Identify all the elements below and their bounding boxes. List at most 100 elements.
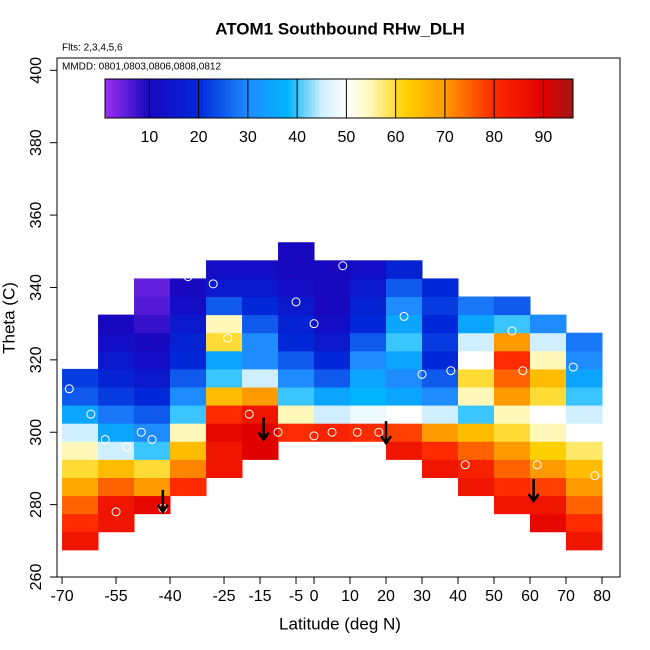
heatmap-cell: [206, 260, 243, 279]
heatmap-cell: [242, 350, 279, 370]
heatmap-cell: [494, 423, 531, 442]
heatmap-cell: [422, 278, 459, 298]
colorbar-swatch: [491, 79, 496, 118]
heatmap-cell: [566, 405, 603, 424]
heatmap-cell: [530, 513, 567, 533]
colorbar-swatch: [190, 79, 196, 118]
heatmap-cell: [278, 368, 315, 388]
colorbar-swatch: [147, 79, 153, 118]
y-tick-label: 400: [28, 57, 45, 84]
colorbar-swatch: [186, 79, 192, 118]
x-tick-label: 40: [449, 588, 467, 605]
heatmap-cell: [530, 405, 567, 424]
x-axis-label: Latitude (deg N): [279, 614, 401, 633]
heatmap-cell: [314, 278, 351, 298]
heatmap-cell: [242, 405, 279, 424]
colorbar-swatch: [510, 79, 515, 118]
heatmap-cell: [242, 260, 279, 279]
heatmap-cell: [422, 368, 459, 388]
heatmap-cell: [422, 405, 459, 424]
heatmap-cell: [206, 278, 243, 298]
heatmap-cell: [98, 477, 135, 497]
colorbar-swatch: [479, 79, 484, 118]
heatmap-cell: [350, 278, 387, 298]
colorbar-swatch: [413, 79, 418, 118]
colorbar-swatch: [303, 79, 309, 118]
colorbar-swatch: [565, 79, 570, 118]
flight-point: [208, 279, 218, 289]
flight-point: [309, 431, 319, 441]
heatmap-cell: [458, 441, 495, 460]
arrow: [527, 478, 540, 504]
flight-point: [122, 442, 132, 452]
colorbar-swatch: [140, 79, 145, 118]
colorbar-swatch: [389, 79, 395, 118]
colorbar-swatch: [514, 79, 519, 118]
x-tick-label: -40: [158, 588, 181, 605]
colorbar-swatch: [561, 79, 566, 118]
heatmap-cell: [494, 386, 531, 406]
flight-point: [482, 355, 492, 365]
plot-frame: [56, 57, 621, 578]
colorbar-swatch: [105, 79, 110, 118]
flight-point: [338, 261, 348, 271]
heatmap-cell: [242, 368, 279, 388]
heatmap-cell: [170, 441, 207, 460]
heatmap-cell: [566, 368, 603, 388]
heatmap-cell: [98, 314, 135, 334]
heatmap-cell: [242, 296, 279, 316]
flight-point: [309, 319, 319, 329]
colorbar-tick-label: 20: [190, 129, 208, 146]
x-tick-label: 50: [485, 588, 503, 605]
heatmap-cell: [206, 405, 243, 424]
x-tick-label: -15: [248, 588, 271, 605]
colorbar-swatch: [163, 79, 168, 118]
y-tick-label: 380: [28, 129, 45, 156]
colorbar-swatch: [225, 79, 231, 118]
colorbar-swatch: [229, 79, 235, 118]
colorbar-swatch: [198, 79, 203, 118]
flight-point: [223, 333, 233, 343]
y-tick-label: 280: [28, 491, 45, 518]
heatmap-cell: [206, 386, 243, 406]
heatmap-cell: [314, 405, 351, 424]
colorbar-swatch: [155, 79, 161, 118]
heatmap-cell: [530, 332, 567, 352]
heatmap-cell: [278, 423, 315, 442]
heatmap-cell: [494, 314, 531, 334]
heatmap-cell: [242, 386, 279, 406]
colorbar-swatch: [112, 79, 118, 118]
heatmap-cell: [350, 368, 387, 388]
heatmap-cell: [98, 423, 135, 442]
heatmap-cell: [386, 350, 423, 370]
heatmap-cell: [422, 459, 459, 478]
colorbar-swatch: [253, 79, 258, 118]
x-tick-label: 0: [310, 588, 319, 605]
x-tick-label: 80: [593, 588, 611, 605]
heatmap-cell: [530, 314, 567, 334]
heatmap-cell: [170, 350, 207, 370]
heatmap-cell: [98, 368, 135, 388]
colorbar-swatch: [132, 79, 137, 118]
colorbar-swatch: [549, 79, 554, 118]
colorbar-swatch: [358, 79, 363, 118]
heatmap-cell: [458, 459, 495, 478]
heatmap-cell: [206, 423, 243, 442]
heatmap-cell: [98, 332, 135, 352]
heatmap-cell: [458, 296, 495, 316]
colorbar-swatch: [261, 79, 266, 118]
heatmap-cell: [458, 386, 495, 406]
colorbar-swatch: [498, 79, 504, 118]
heatmap-cell: [62, 513, 99, 533]
heatmap-cell: [422, 350, 459, 370]
colorbar-tick-label: 90: [535, 129, 553, 146]
colorbar-swatch: [233, 79, 239, 118]
heatmap-cell: [242, 332, 279, 352]
colorbar-tick-label: 70: [436, 129, 454, 146]
heatmap-cell: [314, 296, 351, 316]
heatmap-cell: [314, 260, 351, 279]
colorbar-swatch: [444, 79, 449, 118]
colorbar-swatch: [401, 79, 406, 118]
heatmap-cell: [350, 405, 387, 424]
